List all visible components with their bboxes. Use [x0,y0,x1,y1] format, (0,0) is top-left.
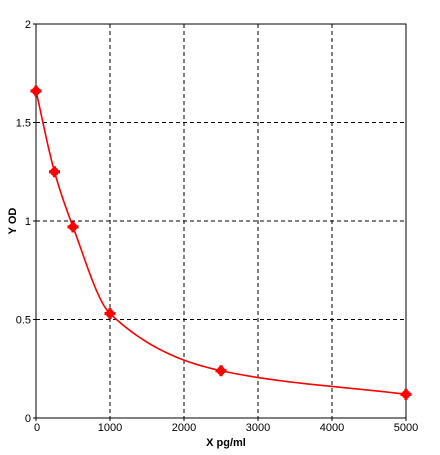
data-point [67,221,79,233]
x-tick-label: 4000 [320,422,344,434]
y-axis-label: Y OD [7,208,19,235]
fit-curve [35,90,407,396]
data-point [104,308,116,320]
data-point [400,388,412,400]
data-point [30,85,42,97]
data-points [30,85,412,400]
y-tick-labels: 0 0.5 1 1.5 2 [16,19,31,425]
y-tick-label: 2 [25,19,31,31]
x-tick-label: 5000 [394,422,418,434]
x-tick-labels: 0 1000 2000 3000 4000 5000 [34,422,418,434]
axis-ticks [33,23,407,421]
x-tick-label: 3000 [246,422,270,434]
x-axis-label: X pg/ml [206,437,246,449]
x-tick-label: 1000 [98,422,122,434]
x-tick-label: 2000 [172,422,196,434]
x-tick-label: 0 [34,422,40,434]
grid-lines [36,24,406,418]
y-tick-label: 1 [25,216,31,228]
data-point [215,365,227,377]
y-tick-label: 1.5 [16,118,31,130]
y-tick-label: 0.5 [16,315,31,327]
data-point [49,166,60,178]
y-tick-label: 0 [25,413,31,425]
